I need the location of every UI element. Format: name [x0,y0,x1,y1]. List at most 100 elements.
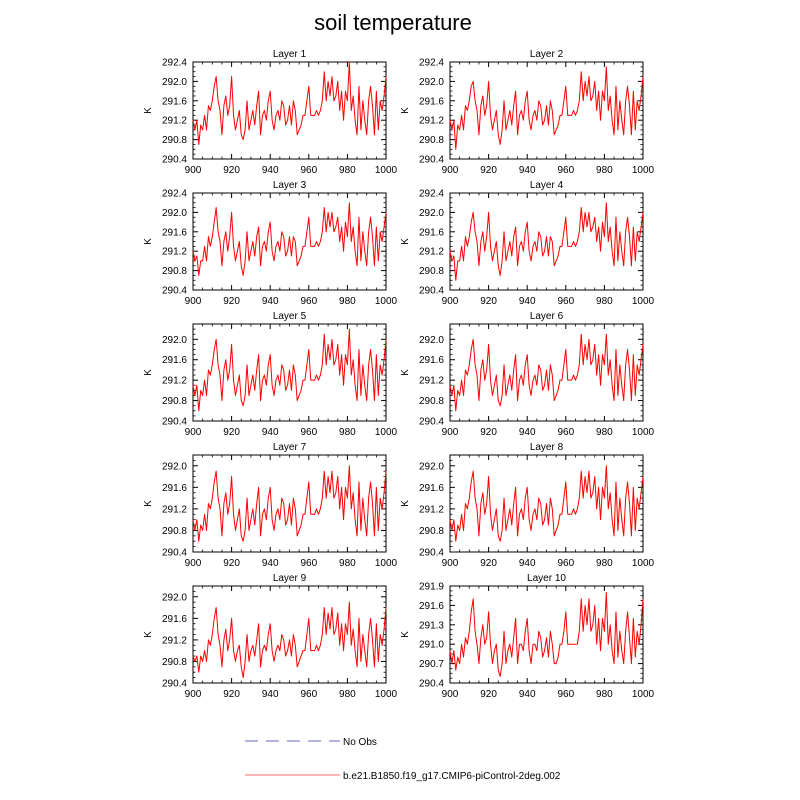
x-tick-label: 900 [442,427,459,438]
x-tick-label: 920 [480,558,497,569]
y-tick-label: 291.9 [419,582,444,593]
plot-frame [192,585,387,684]
x-tick-label: 960 [557,558,574,569]
x-tick-label: 920 [480,427,497,438]
panel-layer-1: Layer 1 K 900 920 940 960 980 1000 290.4 290.8 291… [143,49,398,176]
y-tick-label: 291.2 [419,376,444,387]
y-tick-label: 290.8 [162,135,187,146]
x-tick-label: 940 [262,165,279,176]
y-axis-label: K [143,107,154,114]
series-line [449,465,644,542]
x-tick-label: 960 [557,427,574,438]
y-tick-label: 291.2 [419,116,444,127]
x-tick-label: 980 [339,558,356,569]
panel-layer-9: Layer 9 K 900 920 940 960 980 1000 290.4 290.8 291… [143,573,398,700]
y-axis-label: K [143,631,154,638]
y-tick-label: 290.4 [419,155,444,166]
x-tick-label: 900 [185,296,202,307]
panel-layer-4: Layer 4 K 900 920 940 960 980 1000 290.4 290.8 291… [400,180,655,307]
x-tick-label: 1000 [632,689,655,700]
x-tick-label: 980 [596,165,613,176]
x-tick-label: 940 [519,689,536,700]
series-line [449,202,644,281]
series-line [192,328,387,412]
x-tick-label: 900 [185,165,202,176]
y-tick-label: 291.2 [162,504,187,515]
panel-title: Layer 10 [527,573,566,584]
x-tick-label: 960 [557,165,574,176]
y-tick-label: 290.8 [419,396,444,407]
y-tick-label: 292.0 [162,335,187,346]
y-tick-label: 291.6 [419,227,444,238]
y-tick-label: 291.6 [419,96,444,107]
plot-frame [449,585,644,684]
series-line [192,465,387,542]
y-tick-label: 292.0 [162,461,187,472]
x-tick-label: 980 [339,689,356,700]
series-line [192,202,387,276]
y-tick-label: 292.4 [162,58,187,69]
y-axis-label: K [400,369,411,376]
x-tick-label: 980 [596,427,613,438]
x-tick-label: 900 [442,558,459,569]
y-tick-label: 291.2 [162,247,187,258]
x-tick-label: 1000 [375,165,398,176]
panel-title: Layer 1 [273,49,307,60]
x-tick-label: 940 [519,427,536,438]
x-tick-label: 920 [223,165,240,176]
y-tick-label: 292.0 [162,77,187,88]
series-line [449,66,644,150]
x-tick-label: 900 [185,689,202,700]
panel-title: Layer 5 [273,311,307,322]
x-tick-label: 900 [442,689,459,700]
x-tick-label: 920 [223,427,240,438]
y-tick-label: 290.4 [162,548,187,559]
y-tick-label: 290.8 [162,396,187,407]
x-tick-label: 960 [300,689,317,700]
panel-grid: Layer 1 K 900 920 940 960 980 1000 290.4 290.8 291… [143,49,655,700]
x-tick-label: 1000 [632,165,655,176]
x-tick-label: 920 [223,558,240,569]
panel-title: Layer 4 [530,180,564,191]
panel-title: Layer 7 [273,442,307,453]
y-tick-label: 290.4 [419,548,444,559]
panel-layer-5: Layer 5 K 900 920 940 960 980 1000 290.4 290.8 291… [143,311,398,438]
panel-layer-6: Layer 6 K 900 920 940 960 980 1000 290.4 290.8 291… [400,311,655,438]
y-tick-label: 290.8 [419,266,444,277]
x-tick-label: 980 [339,296,356,307]
y-tick-label: 290.4 [419,417,444,428]
y-tick-label: 290.7 [419,659,444,670]
y-tick-label: 291.2 [419,247,444,258]
y-tick-label: 290.4 [162,155,187,166]
y-tick-label: 292.0 [419,208,444,219]
y-tick-label: 290.4 [419,286,444,297]
x-tick-label: 980 [596,558,613,569]
x-tick-label: 1000 [632,558,655,569]
y-axis-label: K [400,107,411,114]
x-tick-label: 980 [596,296,613,307]
panel-layer-10: Layer 10 K 900 920 940 960 980 1000 290.4 290.7 29… [400,573,655,700]
x-tick-label: 1000 [375,296,398,307]
x-tick-label: 920 [223,689,240,700]
x-tick-label: 920 [223,296,240,307]
y-tick-label: 292.4 [419,189,444,200]
y-tick-label: 290.8 [162,266,187,277]
panel-title: Layer 3 [273,180,307,191]
x-tick-label: 900 [185,558,202,569]
y-tick-label: 291.6 [419,601,444,612]
y-tick-label: 290.8 [162,657,187,668]
x-tick-label: 1000 [375,689,398,700]
x-tick-label: 940 [519,558,536,569]
x-tick-label: 920 [480,165,497,176]
y-tick-label: 291.0 [419,640,444,651]
y-tick-label: 290.8 [162,526,187,537]
y-tick-label: 292.4 [162,189,187,200]
y-tick-label: 291.3 [419,620,444,631]
y-tick-label: 292.0 [419,335,444,346]
panel-title: Layer 2 [530,49,564,60]
y-tick-label: 292.0 [419,461,444,472]
x-tick-label: 960 [300,427,317,438]
y-tick-label: 291.6 [162,227,187,238]
x-tick-label: 980 [339,165,356,176]
y-tick-label: 290.4 [162,417,187,428]
